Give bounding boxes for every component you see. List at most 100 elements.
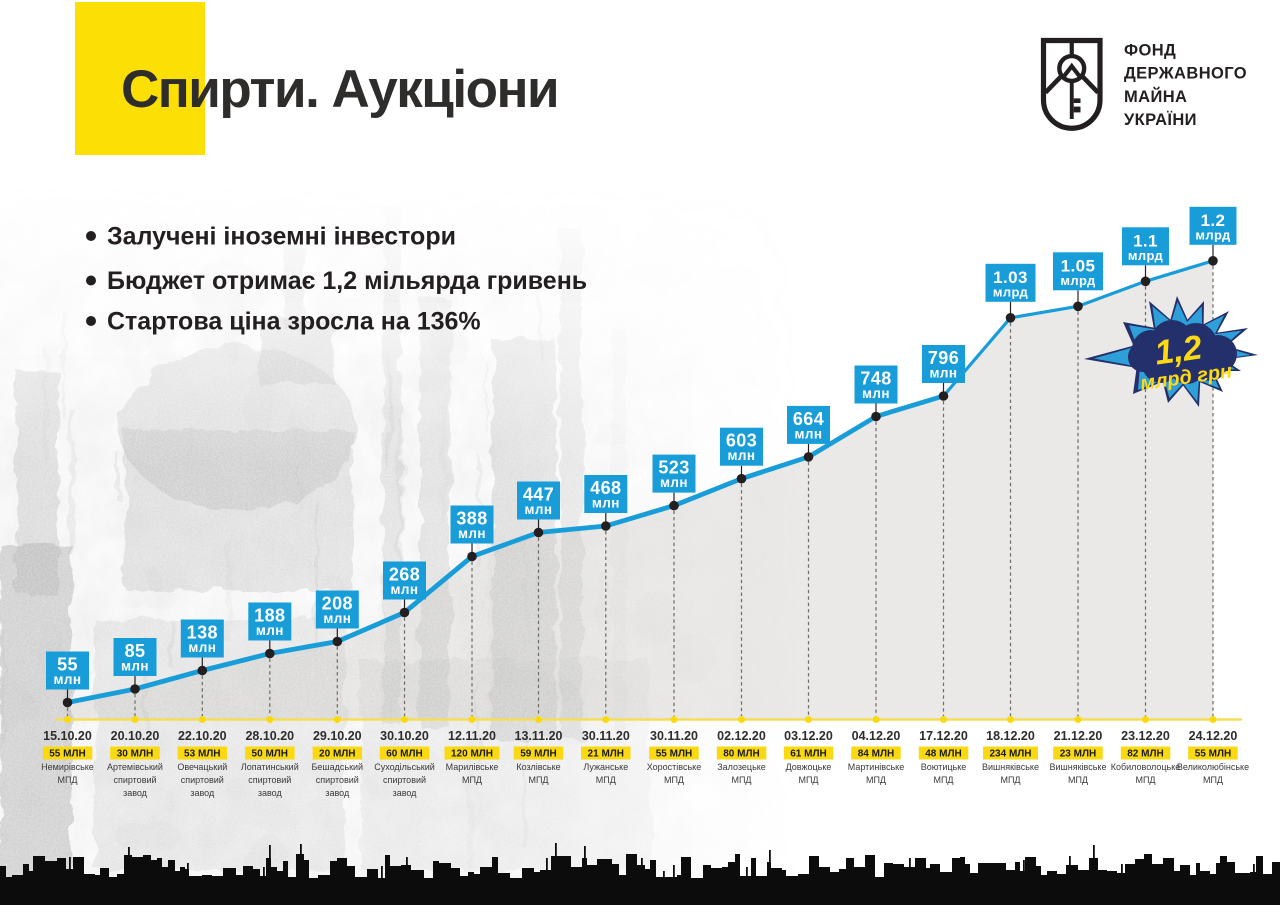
svg-text:234 МЛН: 234 МЛН bbox=[989, 749, 1031, 760]
svg-text:24.12.20: 24.12.20 bbox=[1189, 729, 1238, 743]
svg-text:завод: завод bbox=[190, 788, 215, 798]
svg-text:Бешадський: Бешадський bbox=[312, 762, 364, 772]
svg-text:млн: млн bbox=[188, 640, 216, 655]
svg-text:1.2: 1.2 bbox=[1201, 211, 1226, 230]
svg-text:61 МЛН: 61 МЛН bbox=[790, 749, 826, 760]
svg-text:15.10.20: 15.10.20 bbox=[43, 729, 92, 743]
svg-text:523: 523 bbox=[658, 458, 689, 478]
svg-text:Довжоцьке: Довжоцьке bbox=[786, 762, 832, 772]
svg-text:Залозецьке: Залозецьке bbox=[717, 762, 766, 772]
svg-text:48 МЛН: 48 МЛН bbox=[925, 749, 961, 760]
svg-text:30.10.20: 30.10.20 bbox=[380, 729, 429, 743]
svg-text:468: 468 bbox=[590, 478, 621, 498]
svg-text:млрд: млрд bbox=[1128, 248, 1164, 263]
svg-text:млн: млн bbox=[121, 659, 149, 674]
svg-text:21.12.20: 21.12.20 bbox=[1054, 729, 1103, 743]
svg-text:Бюджет отримає 1,2 мільярда гр: Бюджет отримає 1,2 мільярда гривень bbox=[107, 267, 587, 295]
svg-text:447: 447 bbox=[523, 485, 554, 505]
svg-text:Лопатинський: Лопатинський bbox=[241, 762, 299, 772]
svg-text:спиртовий: спиртовий bbox=[248, 775, 291, 785]
svg-text:Овечацький: Овечацький bbox=[177, 762, 227, 772]
svg-text:МПД: МПД bbox=[1000, 775, 1020, 785]
svg-text:млн: млн bbox=[728, 448, 756, 463]
svg-text:Марилівське: Марилівське bbox=[446, 762, 499, 772]
svg-text:1.05: 1.05 bbox=[1061, 256, 1096, 275]
svg-text:МПД: МПД bbox=[664, 775, 684, 785]
svg-text:Спирти. Аукціони: Спирти. Аукціони bbox=[121, 60, 558, 119]
svg-text:1,2: 1,2 bbox=[1152, 328, 1204, 372]
svg-text:млн: млн bbox=[458, 526, 486, 541]
svg-text:60 МЛН: 60 МЛН bbox=[386, 749, 422, 760]
svg-text:УКРАЇНИ: УКРАЇНИ bbox=[1124, 111, 1197, 129]
svg-text:МПД: МПД bbox=[528, 775, 548, 785]
svg-text:млрд: млрд bbox=[993, 284, 1029, 299]
svg-text:21 МЛН: 21 МЛН bbox=[588, 749, 624, 760]
svg-text:Стартова ціна зросла на 136%: Стартова ціна зросла на 136% bbox=[107, 308, 481, 336]
svg-text:59 МЛН: 59 МЛН bbox=[520, 749, 556, 760]
svg-text:Кобиловолоцьке: Кобиловолоцьке bbox=[1111, 762, 1181, 772]
svg-text:1.03: 1.03 bbox=[993, 268, 1028, 287]
svg-text:завод: завод bbox=[258, 788, 283, 798]
svg-text:748: 748 bbox=[860, 369, 891, 389]
svg-text:млрд: млрд bbox=[1060, 273, 1096, 288]
svg-text:млн: млн bbox=[862, 386, 890, 401]
svg-text:МПД: МПД bbox=[731, 775, 751, 785]
svg-text:20.10.20: 20.10.20 bbox=[111, 729, 160, 743]
svg-text:МПД: МПД bbox=[866, 775, 886, 785]
svg-text:84 МЛН: 84 МЛН bbox=[858, 749, 894, 760]
svg-text:50 МЛН: 50 МЛН bbox=[252, 749, 288, 760]
svg-text:МПД: МПД bbox=[1203, 775, 1223, 785]
svg-text:Суходільський: Суходільський bbox=[374, 762, 435, 772]
svg-text:55 МЛН: 55 МЛН bbox=[49, 749, 85, 760]
svg-text:ДЕРЖАВНОГО: ДЕРЖАВНОГО bbox=[1124, 65, 1247, 83]
svg-text:завод: завод bbox=[123, 788, 148, 798]
svg-text:млн: млн bbox=[323, 611, 351, 626]
svg-text:20 МЛН: 20 МЛН bbox=[319, 749, 355, 760]
svg-text:МПД: МПД bbox=[1135, 775, 1155, 785]
svg-text:МПД: МПД bbox=[933, 775, 953, 785]
svg-text:млн: млн bbox=[660, 475, 688, 490]
svg-text:53 МЛН: 53 МЛН bbox=[184, 749, 220, 760]
svg-text:664: 664 bbox=[793, 409, 824, 429]
svg-text:млн: млн bbox=[391, 582, 419, 597]
svg-text:спиртовий: спиртовий bbox=[383, 775, 426, 785]
svg-text:55: 55 bbox=[57, 655, 78, 675]
svg-text:Хоростівське: Хоростівське bbox=[647, 762, 701, 772]
svg-text:МПД: МПД bbox=[798, 775, 818, 785]
svg-text:Козлівське: Козлівське bbox=[516, 762, 560, 772]
svg-text:28.10.20: 28.10.20 bbox=[245, 729, 294, 743]
svg-text:208: 208 bbox=[322, 594, 353, 614]
svg-text:80 МЛН: 80 МЛН bbox=[723, 749, 759, 760]
svg-text:Вишняківське: Вишняківське bbox=[982, 762, 1039, 772]
svg-text:23.12.20: 23.12.20 bbox=[1121, 729, 1170, 743]
svg-text:МПД: МПД bbox=[57, 775, 77, 785]
svg-text:29.10.20: 29.10.20 bbox=[313, 729, 362, 743]
svg-text:55 МЛН: 55 МЛН bbox=[656, 749, 692, 760]
svg-text:МПД: МПД bbox=[462, 775, 482, 785]
svg-text:Великолюбінське: Великолюбінське bbox=[1177, 762, 1249, 772]
svg-text:18.12.20: 18.12.20 bbox=[986, 729, 1035, 743]
svg-text:12.11.20: 12.11.20 bbox=[448, 729, 496, 743]
svg-text:85: 85 bbox=[125, 641, 146, 661]
svg-text:млн: млн bbox=[930, 366, 958, 381]
svg-text:млн: млн bbox=[795, 426, 823, 441]
svg-text:17.12.20: 17.12.20 bbox=[919, 729, 968, 743]
svg-text:603: 603 bbox=[726, 431, 757, 451]
svg-text:млн: млн bbox=[525, 502, 553, 517]
svg-text:завод: завод bbox=[393, 788, 418, 798]
svg-text:МПД: МПД bbox=[596, 775, 616, 785]
svg-text:03.12.20: 03.12.20 bbox=[784, 729, 833, 743]
svg-text:268: 268 bbox=[389, 565, 420, 585]
svg-text:138: 138 bbox=[187, 623, 218, 643]
svg-text:796: 796 bbox=[928, 348, 959, 368]
svg-text:млрд: млрд bbox=[1195, 227, 1231, 242]
svg-text:13.11.20: 13.11.20 bbox=[515, 729, 563, 743]
svg-text:млн: млн bbox=[256, 623, 284, 638]
svg-text:млн: млн bbox=[592, 496, 620, 511]
svg-text:Лужанське: Лужанське bbox=[583, 762, 628, 772]
svg-text:Залучені іноземні інвестори: Залучені іноземні інвестори bbox=[107, 223, 456, 251]
svg-text:млн: млн bbox=[54, 672, 82, 687]
svg-text:спиртовий: спиртовий bbox=[316, 775, 359, 785]
svg-text:30.11.20: 30.11.20 bbox=[582, 729, 630, 743]
svg-text:1.1: 1.1 bbox=[1133, 231, 1158, 250]
